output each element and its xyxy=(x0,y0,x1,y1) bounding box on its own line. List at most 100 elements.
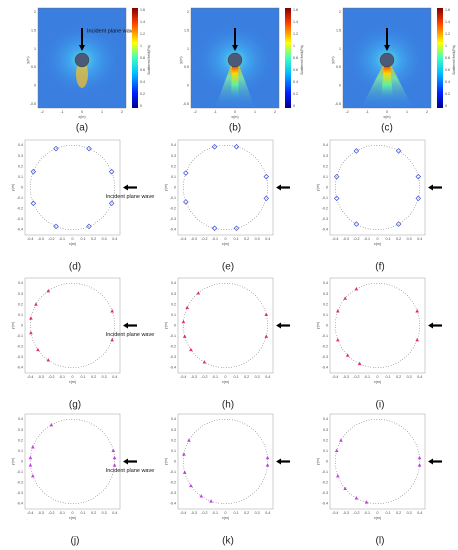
x-tick-label: 0.2 xyxy=(244,375,249,379)
panel-label: (h) xyxy=(222,400,234,411)
y-tick-label: 0.4 xyxy=(18,281,23,285)
y-tick-label: 0 xyxy=(174,459,176,463)
y-tick-label: 0.3 xyxy=(171,154,176,158)
panel-label: (c) xyxy=(381,123,393,134)
sensor-marker xyxy=(189,483,193,488)
plot-frame xyxy=(177,413,274,510)
sensor-marker xyxy=(263,195,270,202)
y-tick-label: 2 xyxy=(34,10,36,14)
x-tick-label: 0.2 xyxy=(91,511,96,515)
x-tick-label: 0 xyxy=(72,511,74,515)
x-tick-label: 0.1 xyxy=(81,375,86,379)
sensor-marker xyxy=(265,463,270,467)
x-tick-label: 0.4 xyxy=(265,511,270,515)
arrow-head xyxy=(123,322,128,329)
y-tick-label: 0.2 xyxy=(18,302,23,306)
y-tick-label: -0.4 xyxy=(322,366,328,370)
colorbar-tick-label: 0.2 xyxy=(140,92,145,96)
y-tick-label: 1.5 xyxy=(184,28,189,32)
y-tick-label: 0.1 xyxy=(18,449,23,453)
x-tick-label: 0.4 xyxy=(417,375,422,379)
y-tick-label: -0.3 xyxy=(17,355,23,359)
sensor-marker xyxy=(31,445,35,449)
x-tick-label: -0.1 xyxy=(364,237,370,241)
sensor-marker xyxy=(29,330,33,335)
sensor-marker xyxy=(182,452,186,456)
sensor-marker xyxy=(30,168,37,175)
sensor-marker xyxy=(336,473,340,478)
colorbar-tick-label: 1.2 xyxy=(293,32,298,36)
sensor-marker xyxy=(28,463,33,467)
x-tick-label: 0.2 xyxy=(244,511,249,515)
x-tick-label: -0.1 xyxy=(364,511,370,515)
plot-frame xyxy=(177,139,274,236)
x-tick-label: 0.2 xyxy=(91,237,96,241)
sensor-marker xyxy=(182,470,187,474)
y-tick-label: -0.4 xyxy=(17,228,23,232)
sensor-marker xyxy=(233,143,240,150)
x-tick-label: 0.3 xyxy=(255,375,260,379)
x-tick-label: -0.1 xyxy=(59,237,65,241)
array-circle xyxy=(29,418,116,505)
sensor-marker xyxy=(189,347,193,352)
x-axis-label: x(m) xyxy=(383,115,390,119)
colorbar-tick-label: 0.6 xyxy=(445,68,450,72)
y-tick-label: -0.1 xyxy=(170,196,176,200)
colorbar xyxy=(132,8,138,108)
sensor-marker xyxy=(34,302,38,306)
sensor-marker xyxy=(395,148,402,154)
y-tick-label: 0.5 xyxy=(336,65,341,69)
colorbar-tick-label: 0.6 xyxy=(293,68,298,72)
y-axis-label: y(m) xyxy=(11,458,15,465)
x-axis-label: x(m) xyxy=(69,242,76,246)
y-tick-label: -0.1 xyxy=(17,470,23,474)
x-tick-label: 0.2 xyxy=(396,375,401,379)
x-tick-label: 0.2 xyxy=(396,511,401,515)
sensor-marker xyxy=(49,422,54,427)
y-tick-label: 0.1 xyxy=(323,313,328,317)
y-axis-label: y(m) xyxy=(316,184,320,191)
y-tick-label: 0.1 xyxy=(171,313,176,317)
x-tick-label: -0.2 xyxy=(353,375,359,379)
sensor-marker xyxy=(181,319,186,324)
y-tick-label: 0.3 xyxy=(323,154,328,158)
y-tick-label: 0.4 xyxy=(171,143,176,147)
x-tick-label: -0.2 xyxy=(201,375,207,379)
y-tick-label: -0.2 xyxy=(17,345,23,349)
y-tick-label: 0.4 xyxy=(171,417,176,421)
x-tick-label: 0.1 xyxy=(234,237,239,241)
sensor-marker xyxy=(110,309,114,313)
y-tick-label: 1 xyxy=(339,47,341,51)
panel-label: (a) xyxy=(76,123,88,134)
x-tick-label: 1 xyxy=(101,110,103,114)
plot-frame xyxy=(342,7,432,109)
colorbar-tick-label: 0.2 xyxy=(445,92,450,96)
scatterer xyxy=(379,52,395,68)
sensor-marker xyxy=(182,334,187,338)
x-axis-label: x(m) xyxy=(374,380,381,384)
x-tick-label: 0.2 xyxy=(396,237,401,241)
colorbar-tick-label: 0.6 xyxy=(140,68,145,72)
panel-label: (b) xyxy=(229,123,241,134)
x-tick-label: -0.2 xyxy=(201,511,207,515)
plot-frame xyxy=(24,277,121,374)
y-tick-label: 0.3 xyxy=(18,154,23,158)
colorbar-tick-label: 1.6 xyxy=(140,8,145,12)
y-tick-label: 0.1 xyxy=(171,175,176,179)
x-tick-label: -1 xyxy=(60,110,63,114)
x-tick-label: 0.3 xyxy=(102,375,107,379)
y-tick-label: 1 xyxy=(187,47,189,51)
colorbar-tick-label: 0.8 xyxy=(445,56,450,60)
y-tick-label: 1 xyxy=(34,47,36,51)
sensor-marker xyxy=(112,463,117,467)
annotation: Incident plane wave xyxy=(106,194,155,200)
x-tick-label: -0.3 xyxy=(343,511,349,515)
plot-frame xyxy=(329,277,426,374)
x-tick-label: 0 xyxy=(81,110,83,114)
colorbar-tick-label: 0.4 xyxy=(140,80,145,84)
x-tick-label: 0.1 xyxy=(81,511,86,515)
y-tick-label: 0.3 xyxy=(18,428,23,432)
sensor-marker xyxy=(199,494,204,498)
plot-frame xyxy=(329,139,426,236)
x-tick-label: 0 xyxy=(72,237,74,241)
